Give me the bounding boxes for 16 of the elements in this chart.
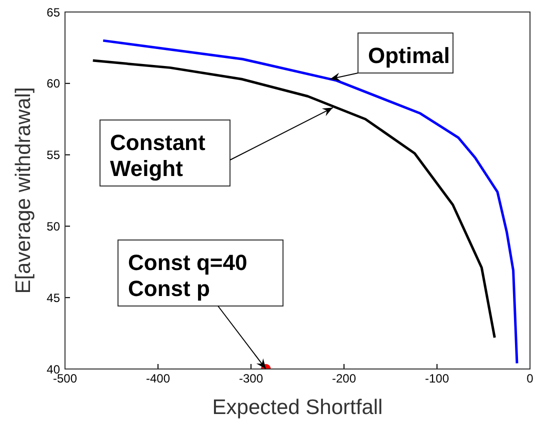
y-tick-label: 55 — [46, 148, 60, 162]
x-tick-label: -300 — [238, 372, 264, 386]
y-tick-label: 45 — [46, 290, 60, 305]
y-tick-label: 65 — [46, 5, 60, 20]
x-tick-label: -100 — [424, 372, 450, 386]
x-tick-label: -200 — [332, 372, 356, 386]
y-tick-label: 60 — [46, 76, 60, 91]
y-axis-title: E[average withdrawal] — [12, 87, 35, 294]
x-tick-label: 0 — [526, 372, 534, 386]
x-tick-label: -400 — [146, 372, 170, 386]
x-axis-title: Expected Shortfall — [212, 396, 383, 419]
annotation: Optimal — [368, 43, 450, 68]
line-series — [102, 39, 518, 365]
annotation: Const q=40 Const p — [128, 250, 248, 301]
annotation: Constant Weight — [110, 130, 206, 181]
y-tick-label: 50 — [46, 219, 60, 234]
